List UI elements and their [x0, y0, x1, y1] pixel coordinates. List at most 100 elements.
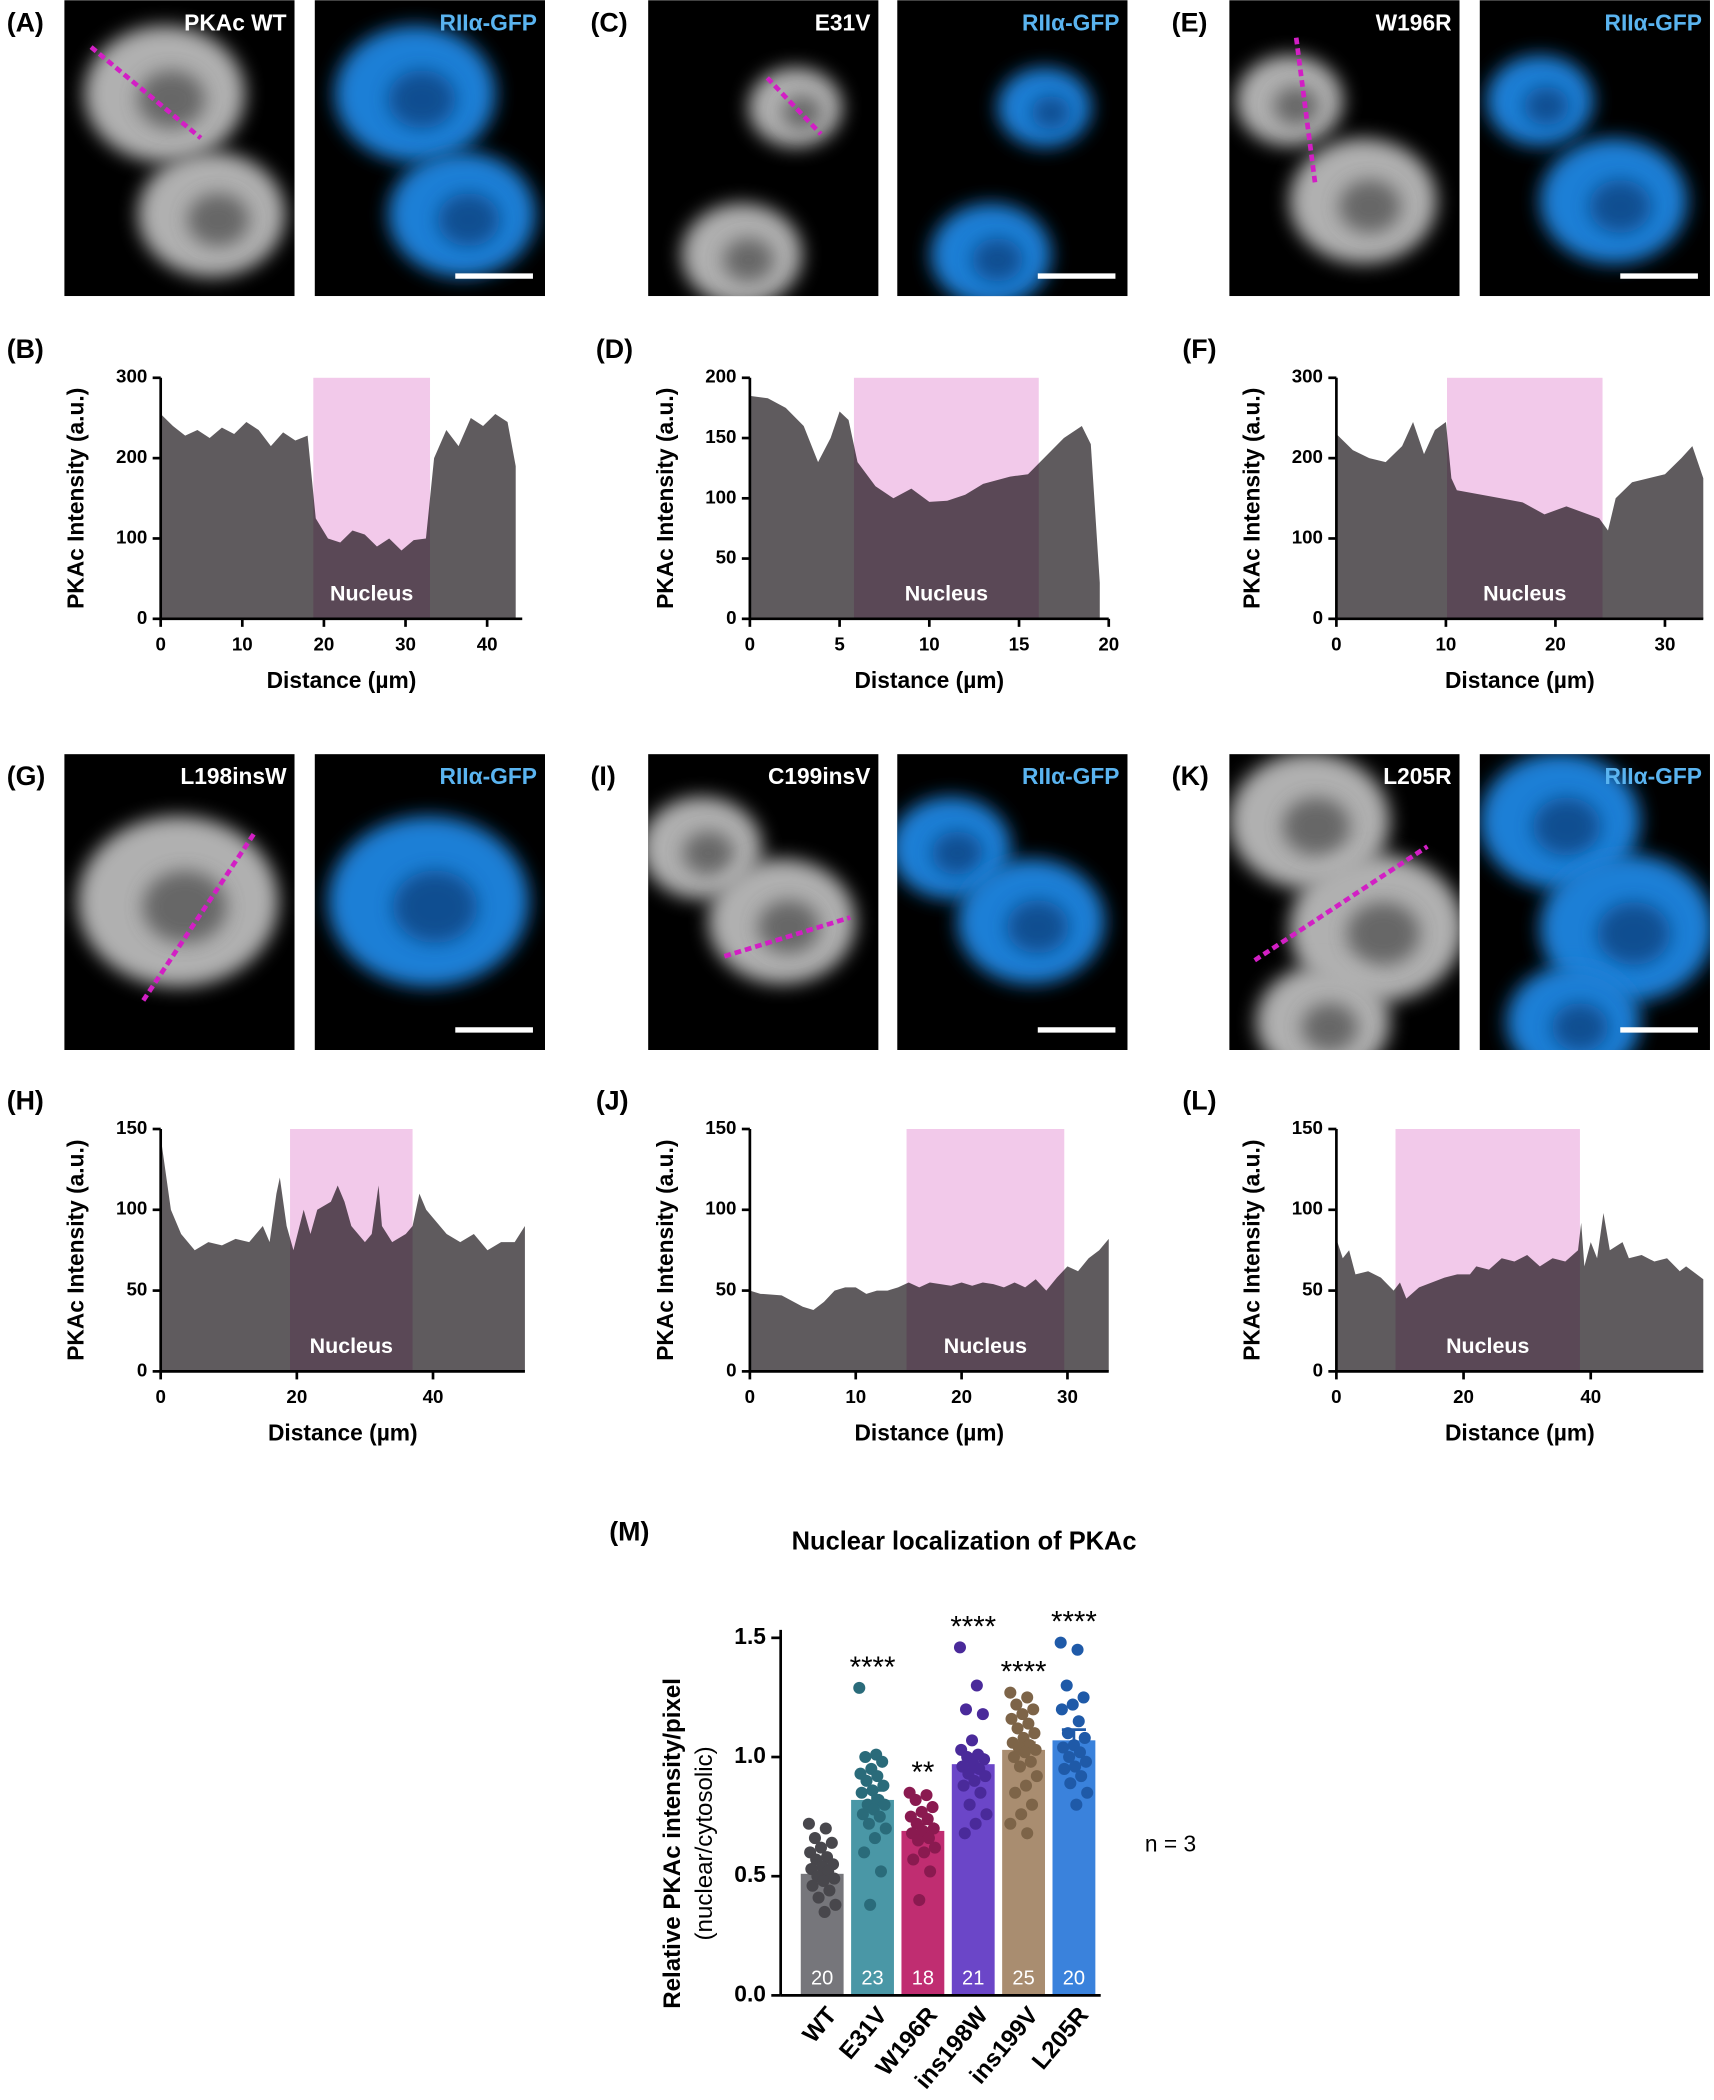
x-tick-label: 30: [395, 634, 416, 655]
data-point: [974, 1786, 987, 1799]
data-point: [825, 1836, 838, 1849]
nucleus: [142, 870, 227, 943]
data-point: [1015, 1808, 1028, 1821]
y-tick-label: 150: [1292, 1117, 1323, 1138]
data-point: [1069, 1760, 1082, 1773]
data-point: [1081, 1786, 1094, 1799]
nucleus: [972, 238, 1023, 282]
significance-label: ****: [950, 1610, 996, 1643]
y-tick-label: 0: [1313, 1359, 1323, 1380]
nucleus: [683, 831, 734, 875]
y-tick-label: 0.5: [734, 1861, 766, 1887]
y-tick-label: 200: [1292, 446, 1323, 467]
data-point: [1004, 1817, 1017, 1830]
data-point: [965, 1734, 979, 1747]
data-point: [1063, 1750, 1076, 1764]
panel-letter: (I): [591, 761, 616, 791]
data-point: [953, 1641, 966, 1654]
band-label: Nucleus: [1446, 1334, 1529, 1358]
x-tick-label: 20: [313, 634, 334, 655]
data-point: [1061, 1727, 1074, 1740]
y-axis-label: Relative PKAc intensity/pixel: [659, 1678, 686, 2009]
fluorescence-image: [314, 754, 545, 1050]
band-label: Nucleus: [310, 1334, 393, 1358]
nucleus: [1346, 902, 1420, 965]
data-point: [858, 1846, 871, 1859]
y-axis-label: PKAc Intensity (a.u.): [1238, 388, 1264, 609]
data-point: [1071, 1643, 1084, 1656]
x-tick-label: 0: [155, 634, 165, 655]
band-label: Nucleus: [944, 1334, 1027, 1358]
data-point: [1064, 1777, 1077, 1790]
y-tick-label: 150: [705, 426, 736, 447]
grayscale-image: [64, 0, 295, 297]
data-point: [1078, 1731, 1091, 1744]
data-point: [907, 1853, 920, 1866]
nucleus: [388, 70, 456, 129]
nucleus: [1338, 179, 1401, 233]
data-point: [1066, 1698, 1079, 1711]
data-point: [1027, 1703, 1040, 1716]
data-point: [829, 1898, 842, 1911]
x-tick-label: 30: [1655, 634, 1676, 655]
x-tick-label: 30: [1057, 1386, 1078, 1407]
y-tick-label: 200: [705, 366, 736, 387]
band-label: Nucleus: [905, 581, 988, 605]
image-label: PKAc WT: [184, 9, 286, 35]
data-point: [1075, 1770, 1088, 1783]
y-axis-label: (nuclear/cytosolic): [691, 1746, 718, 1940]
x-tick-label: 0: [745, 1386, 755, 1407]
nucleus: [1551, 1003, 1609, 1050]
data-point: [1030, 1770, 1043, 1783]
x-axis-label: Distance (µm): [267, 667, 417, 693]
channel-label: RIIα-GFP: [440, 9, 537, 35]
data-point: [959, 1703, 973, 1716]
data-point: [879, 1822, 892, 1835]
data-point: [868, 1832, 881, 1845]
x-axis-label: Distance (µm): [268, 1419, 418, 1445]
x-tick-label: 20: [951, 1386, 972, 1407]
data-point: [979, 1770, 992, 1783]
image-label: E31V: [815, 9, 871, 35]
count-label: 20: [1063, 1968, 1085, 1990]
data-point: [1077, 1691, 1090, 1704]
data-point: [1060, 1679, 1073, 1692]
x-tick-label: 5: [834, 634, 844, 655]
data-point: [817, 1874, 830, 1887]
panel-letter: (M): [609, 1516, 649, 1546]
profile-line: [765, 76, 823, 136]
nucleus: [437, 193, 500, 247]
nucleus: [1282, 797, 1351, 856]
channel-label: RIIα-GFP: [1605, 763, 1702, 789]
fluorescence-image: [897, 754, 1128, 1050]
fluorescence-image: [897, 0, 1128, 297]
data-point: [1072, 1715, 1085, 1728]
data-point: [921, 1812, 934, 1826]
x-tick-label: 0: [155, 1386, 165, 1407]
nucleus: [1589, 179, 1652, 233]
panel-letter: (D): [596, 334, 633, 364]
data-point: [978, 1753, 991, 1766]
profile-line: [723, 915, 851, 959]
data-point: [1013, 1760, 1026, 1773]
x-tick-label: 20: [286, 1386, 307, 1407]
x-tick-label: 20: [1453, 1386, 1474, 1407]
data-point: [1024, 1755, 1037, 1768]
panel-letter: (A): [7, 7, 44, 37]
data-point: [980, 1808, 993, 1821]
significance-label: ****: [850, 1651, 896, 1684]
channel-label: RIIα-GFP: [1022, 763, 1119, 789]
nucleus-band: [290, 1129, 413, 1372]
nucleus: [1597, 902, 1671, 965]
y-tick-label: 100: [1292, 526, 1323, 547]
y-tick-label: 50: [1302, 1279, 1323, 1300]
data-point: [1011, 1722, 1024, 1735]
data-point: [1025, 1798, 1039, 1811]
data-point: [920, 1789, 933, 1802]
y-tick-label: 100: [116, 526, 147, 547]
data-point: [1016, 1708, 1029, 1721]
grayscale-image: [648, 0, 879, 297]
y-tick-label: 300: [1292, 366, 1323, 387]
band-label: Nucleus: [1483, 581, 1566, 605]
